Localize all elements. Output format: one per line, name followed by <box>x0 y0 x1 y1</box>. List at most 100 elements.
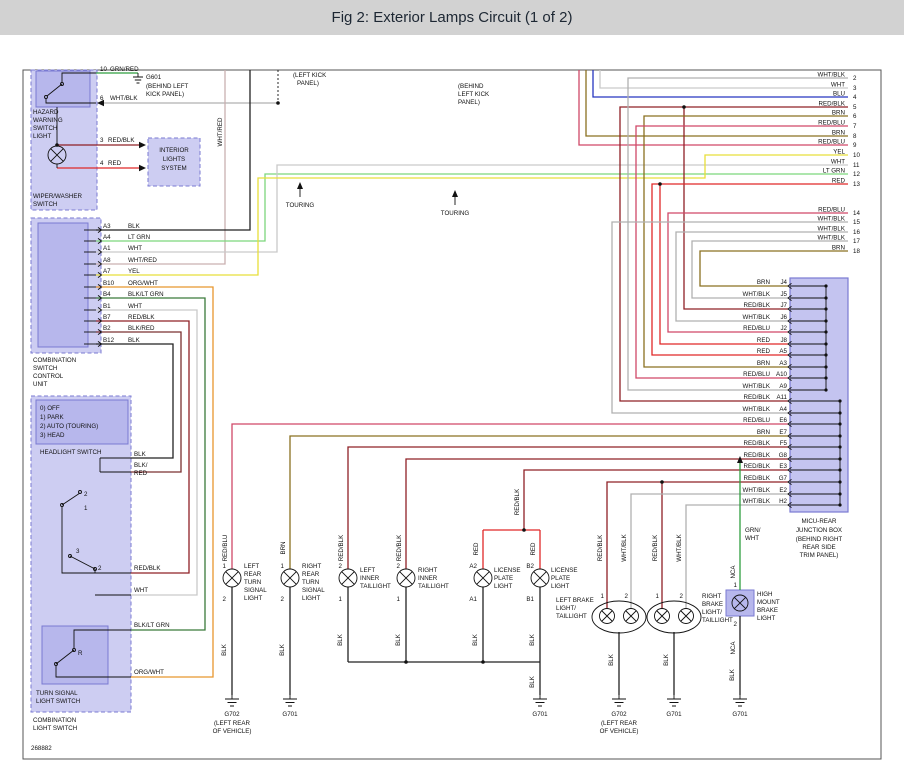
pin-bracket-icon <box>787 329 792 335</box>
contact-dot <box>60 503 64 507</box>
label-lamps-7-lines-3: TAILLIGHT <box>702 617 733 624</box>
junction-dot <box>404 660 408 664</box>
bulb-filament-icon <box>734 597 746 609</box>
label-labels-junction_name-0: MICU-REAR <box>801 518 837 525</box>
label-left_unit-pins-3-wire: WHT/RED <box>128 257 157 264</box>
label-junction-pins-0-pin: J4 <box>780 279 787 286</box>
label-junction-pins-14-wire: RED/BLK <box>744 440 771 447</box>
label-right_rows-10-num: 12 <box>853 171 860 178</box>
label-lamps-0-lines-3: SIGNAL <box>244 587 267 594</box>
label-lamps-1-lines-3: SIGNAL <box>302 587 325 594</box>
label-right_rows-7-wire: RED/BLU <box>818 138 845 145</box>
label-hazard_pins-2-pin: 3 <box>100 137 104 144</box>
bulb-filament-icon <box>399 571 413 585</box>
junction-dot <box>824 307 828 311</box>
wire-a4-pin <box>611 221 848 414</box>
bulb-filament-icon <box>601 610 613 622</box>
junction-dot <box>838 480 842 484</box>
junction-dot <box>522 528 526 532</box>
label-labels-headlight_legend-0: 0) OFF <box>40 405 60 412</box>
label-left_unit-pins-7-wire: WHT <box>128 303 142 310</box>
junction-dot <box>658 182 662 186</box>
label-left_unit-pins-10-wire: BLK <box>128 337 141 344</box>
label-labels-junction_name-4: TRIM PANEL) <box>800 552 839 559</box>
label-lamps-5-lines-0: LICENSE <box>551 567 577 574</box>
label-junction-pins-8-pin: A10 <box>776 371 788 378</box>
junction-dot <box>838 422 842 426</box>
interior-lights-system-box <box>147 137 201 187</box>
label-junction-pins-7-wire: BRN <box>757 360 770 367</box>
label-junction-pins-10-pin: A11 <box>776 394 787 401</box>
wire-blk-a3 <box>96 70 251 231</box>
label-switch_wires-wht: WHT <box>134 587 148 594</box>
bulb-icon <box>731 594 749 612</box>
label-lamp_pins-p1: 1 <box>281 563 285 570</box>
bulb-icon <box>47 145 67 165</box>
bulb-icon <box>222 568 242 588</box>
label-right_rows-5-wire: RED/BLU <box>818 119 845 126</box>
ground-icon <box>225 695 239 707</box>
label-left_unit-pins-3-pin: A8 <box>103 257 111 264</box>
label-right_rows-7-num: 9 <box>853 142 857 149</box>
label-wire_names-red_blk: RED/BLK <box>396 534 403 561</box>
label-junction-pins-13-pin: E7 <box>779 429 787 436</box>
label-grounds-loc-1: OF VEHICLE) <box>600 728 639 735</box>
bulb-filament-icon <box>656 610 668 622</box>
wire-h2-brake <box>685 504 788 609</box>
contact-dot <box>44 95 48 99</box>
ground-icon <box>733 695 747 707</box>
junction-dot <box>824 365 828 369</box>
label-left_unit-pins-0-pin: A3 <box>103 223 111 230</box>
wire-a3-pin <box>643 115 848 368</box>
label-grounds-g702: G702 <box>611 711 627 718</box>
label-labels-left_kick-1: PANEL) <box>297 80 319 87</box>
junction-dot <box>838 411 842 415</box>
bulb-icon <box>654 608 670 624</box>
label-junction-pins-18-pin: E2 <box>779 487 787 494</box>
label-left_unit-pins-8-wire: RED/BLK <box>128 314 155 321</box>
label-right_rows-16-num: 18 <box>853 248 860 255</box>
wires <box>57 70 848 695</box>
label-lamps-3-lines-2: TAILLIGHT <box>418 583 449 590</box>
label-switch_marks-4: R <box>78 650 83 657</box>
label-right_rows-1-wire: WHT <box>831 81 845 88</box>
junction-dot <box>824 319 828 323</box>
label-junction-pins-11-pin: A4 <box>779 406 787 413</box>
label-right_rows-6-num: 8 <box>853 133 857 140</box>
label-junction-pins-5-wire: RED <box>757 337 771 344</box>
contact-dot <box>54 662 58 666</box>
ground-icon <box>533 695 547 707</box>
label-lamps-2-lines-0: LEFT <box>360 567 375 574</box>
label-junction-pins-1-pin: J5 <box>780 291 787 298</box>
junction-dot <box>824 296 828 300</box>
pin-bracket-icon <box>97 261 103 267</box>
label-right_rows-0-num: 2 <box>853 75 857 82</box>
label-labels-g601: G601 <box>146 74 162 81</box>
label-junction-pins-2-wire: RED/BLK <box>744 302 771 309</box>
bulb-filament-icon <box>225 571 239 585</box>
label-labels-headlight_legend-3: 3) HEAD <box>40 432 65 439</box>
label-lamps-4-lines-0: LICENSE <box>494 567 520 574</box>
label-junction-pins-11-wire: WHT/BLK <box>742 406 770 413</box>
wire-j2 <box>667 212 848 333</box>
label-labels-wht_red_vert: WHT/RED <box>217 117 224 146</box>
pin-bracket-icon <box>97 329 103 335</box>
pin-bracket-icon <box>787 421 792 427</box>
label-right_rows-8-wire: YEL <box>833 148 845 155</box>
label-labels-behind_kick-0: (BEHIND <box>458 83 484 90</box>
label-junction-pins-3-pin: J6 <box>780 314 787 321</box>
label-left_unit-pins-5-wire: ORG/WHT <box>128 280 158 287</box>
label-lamp_pins-a2: A2 <box>469 563 477 570</box>
label-wire_names-blk: BLK <box>472 633 479 646</box>
label-lamps-1-lines-1: REAR <box>302 571 320 578</box>
wire-e2-brake <box>630 493 788 609</box>
label-wire_names-blk: BLK <box>395 633 402 646</box>
switch-blades <box>46 83 96 665</box>
junction-dot <box>838 457 842 461</box>
wire-e7-right-turn <box>289 435 788 569</box>
pin-bracket-icon <box>787 456 792 462</box>
wire-a10 <box>635 125 848 379</box>
label-labels-comb_unit_name-2: CONTROL <box>33 373 64 380</box>
label-right_rows-10-wire: LT GRN <box>823 167 845 174</box>
